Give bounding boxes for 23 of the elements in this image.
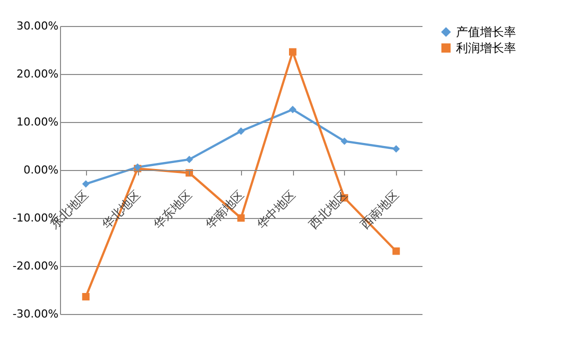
x-tick-label: 西北地区 [306,188,350,232]
x-tick-label: 华南地区 [202,188,246,232]
point [82,293,90,300]
point [392,247,400,255]
point [82,180,90,188]
point [392,145,400,153]
y-tick-label: 0.00% [24,164,58,176]
y-tick-label: -20.00% [12,260,58,272]
point [289,106,296,114]
x-tick-label: 西南地区 [358,188,402,232]
point [340,137,348,145]
y-tick-label: 30.00% [16,20,58,32]
x-tick-label: 华东地区 [150,188,195,232]
point [186,156,193,164]
point [289,48,296,56]
y-tick-label: -30.00% [12,308,58,320]
y-tick-label: 10.00% [16,116,58,128]
legend-label: 产值增长率 [456,25,516,39]
x-tick-label: 华中地区 [254,188,298,232]
point [237,127,245,135]
x-tick-label: 华北地区 [99,188,144,232]
legend-label: 利润增长率 [456,41,516,55]
y-tick-label: 20.00% [16,68,58,80]
